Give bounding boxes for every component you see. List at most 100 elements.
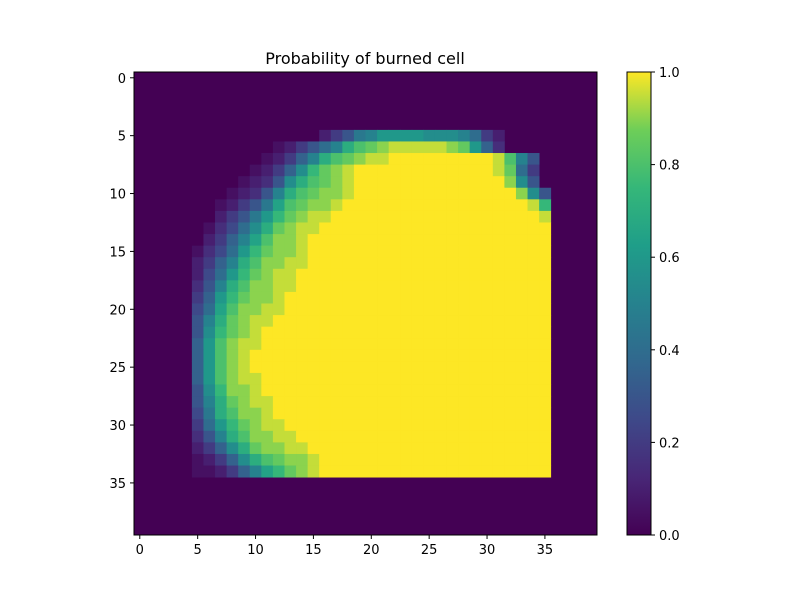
heatmap-cell bbox=[342, 430, 355, 443]
heatmap-cell bbox=[238, 407, 251, 420]
heatmap-cell bbox=[377, 199, 390, 212]
heatmap-cell bbox=[226, 372, 239, 385]
heatmap-cell bbox=[261, 396, 274, 409]
heatmap-cell bbox=[238, 430, 251, 443]
heatmap-cell bbox=[319, 257, 332, 270]
heatmap-cell bbox=[330, 465, 343, 478]
heatmap-cell bbox=[481, 303, 494, 316]
heatmap-cell bbox=[261, 361, 274, 374]
heatmap-cell bbox=[249, 442, 262, 455]
heatmap-cell bbox=[377, 349, 390, 362]
heatmap-cell bbox=[215, 222, 227, 235]
heatmap-cell bbox=[249, 453, 262, 466]
heatmap-cell bbox=[434, 407, 447, 420]
heatmap-cell bbox=[515, 396, 528, 409]
heatmap-cell bbox=[342, 384, 355, 397]
heatmap-cell bbox=[238, 349, 251, 362]
heatmap-cell bbox=[400, 141, 413, 154]
x-tick-label: 25 bbox=[421, 543, 438, 558]
heatmap-cell bbox=[377, 326, 390, 339]
heatmap-cell bbox=[365, 465, 378, 478]
heatmap-cell bbox=[388, 338, 401, 351]
heatmap-cell bbox=[458, 141, 471, 154]
heatmap-cell bbox=[307, 210, 320, 223]
heatmap-cell bbox=[226, 280, 239, 293]
heatmap-cell bbox=[458, 291, 471, 304]
heatmap-cell bbox=[446, 407, 459, 420]
heatmap-cell bbox=[527, 396, 540, 409]
heatmap-cell bbox=[411, 268, 424, 281]
heatmap-cell bbox=[284, 430, 297, 443]
heatmap-cell bbox=[388, 268, 401, 281]
heatmap-cell bbox=[400, 338, 413, 351]
heatmap-cell bbox=[342, 291, 355, 304]
heatmap-cell bbox=[226, 303, 239, 316]
heatmap-cell bbox=[261, 176, 274, 189]
heatmap-cell bbox=[492, 349, 505, 362]
heatmap-cell bbox=[539, 326, 552, 339]
heatmap-cell bbox=[191, 291, 204, 304]
heatmap-cell bbox=[353, 419, 366, 432]
heatmap-cell bbox=[388, 280, 401, 293]
heatmap-cell bbox=[296, 234, 309, 247]
heatmap-cell bbox=[203, 268, 216, 281]
heatmap-cell bbox=[469, 199, 482, 212]
heatmap-cell bbox=[319, 303, 332, 316]
heatmap-cell bbox=[377, 291, 390, 304]
heatmap-cell bbox=[434, 303, 447, 316]
y-tick-label: 35 bbox=[109, 477, 126, 492]
heatmap-cell bbox=[215, 465, 227, 478]
heatmap-cell bbox=[203, 442, 216, 455]
heatmap-cell bbox=[492, 245, 505, 258]
heatmap-cell bbox=[284, 268, 297, 281]
heatmap-cell bbox=[400, 280, 413, 293]
heatmap-cell bbox=[446, 465, 459, 478]
heatmap-cell bbox=[319, 326, 332, 339]
heatmap-cell bbox=[377, 176, 390, 189]
heatmap-cell bbox=[353, 164, 366, 177]
heatmap-cell bbox=[388, 199, 401, 212]
heatmap-cell bbox=[388, 407, 401, 420]
heatmap-cell bbox=[342, 465, 355, 478]
heatmap-cell bbox=[446, 291, 459, 304]
heatmap-cell bbox=[388, 164, 401, 177]
heatmap-cell bbox=[330, 210, 343, 223]
heatmap-cell bbox=[353, 407, 366, 420]
heatmap-cell bbox=[377, 268, 390, 281]
heatmap-cell bbox=[458, 234, 471, 247]
heatmap-cell bbox=[342, 187, 355, 200]
heatmap-cell bbox=[458, 164, 471, 177]
heatmap-cell bbox=[469, 176, 482, 189]
heatmap-cell bbox=[411, 199, 424, 212]
heatmap-cell bbox=[353, 176, 366, 189]
heatmap-cell bbox=[330, 349, 343, 362]
heatmap-cell bbox=[388, 234, 401, 247]
heatmap-cell bbox=[261, 153, 274, 165]
heatmap-cell bbox=[272, 361, 285, 374]
heatmap-cell bbox=[527, 280, 540, 293]
heatmap-cell bbox=[388, 453, 401, 466]
heatmap-cell bbox=[203, 338, 216, 351]
heatmap-cell bbox=[504, 407, 517, 420]
heatmap-cell bbox=[342, 222, 355, 235]
heatmap-cell bbox=[527, 245, 540, 258]
heatmap-cell bbox=[365, 187, 378, 200]
heatmap-cell bbox=[284, 234, 297, 247]
heatmap-cell bbox=[249, 419, 262, 432]
heatmap-cell bbox=[411, 164, 424, 177]
heatmap-cell bbox=[353, 384, 366, 397]
heatmap-cell bbox=[238, 372, 251, 385]
heatmap-cell bbox=[515, 210, 528, 223]
heatmap-cell bbox=[365, 338, 378, 351]
heatmap-cell bbox=[215, 268, 227, 281]
heatmap-cell bbox=[492, 187, 505, 200]
heatmap-cell bbox=[434, 153, 447, 165]
heatmap-cell bbox=[411, 222, 424, 235]
heatmap-cell bbox=[226, 268, 239, 281]
heatmap-cell bbox=[458, 187, 471, 200]
heatmap-cell bbox=[365, 361, 378, 374]
heatmap-cell bbox=[377, 153, 390, 165]
heatmap-cell bbox=[319, 419, 332, 432]
heatmap-cell bbox=[481, 245, 494, 258]
